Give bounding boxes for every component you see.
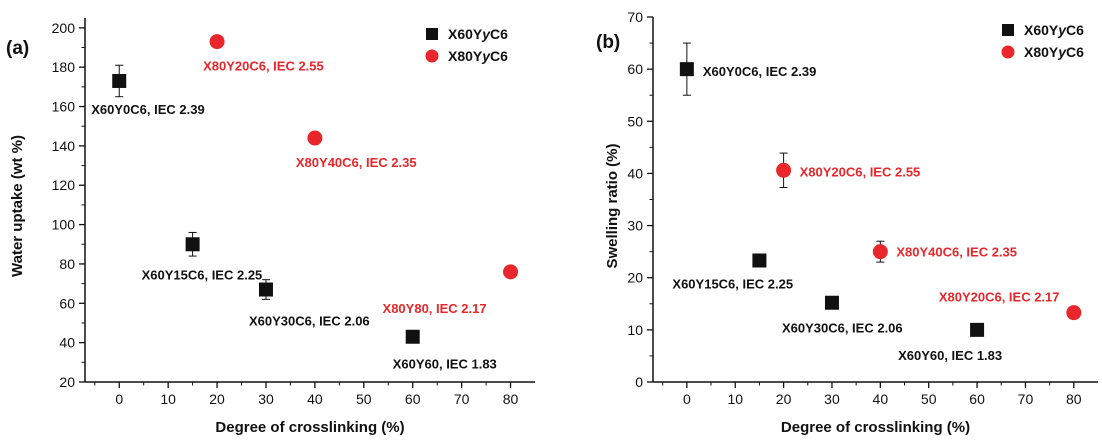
x-tick-label: 40 [307, 391, 323, 407]
point-annotation: X60Y0C6, IEC 2.39 [703, 64, 816, 79]
point-annotation: X60Y30C6, IEC 2.06 [249, 314, 370, 329]
y-tick-label: 20 [627, 270, 643, 286]
legend-marker-square [426, 28, 438, 40]
x-tick-label: 80 [503, 391, 519, 407]
panel-b: 0 10 20 30 40 50 60 70 80 0 10 20 30 40 50 60 70 Degree o… [596, 9, 1098, 436]
x-tick-label: 20 [776, 391, 792, 407]
legend-marker-circle [425, 49, 439, 63]
data-point-square [970, 322, 985, 337]
y-tick-label: 100 [52, 217, 76, 233]
point-annotation: X80Y80, IEC 2.17 [383, 301, 487, 316]
x-tick-label: 50 [356, 391, 372, 407]
y-tick-label: 30 [627, 218, 643, 234]
y-axis-title: Swelling ratio (%) [604, 143, 621, 268]
y-tick-label: 70 [627, 9, 643, 25]
legend-entry: X80YyC6 [1024, 44, 1084, 60]
data-point-square [752, 253, 767, 268]
y-tick-label: 0 [635, 374, 643, 390]
y-tick-label: 180 [52, 59, 76, 75]
y-tick-label: 10 [627, 322, 643, 338]
point-annotation: X60Y0C6, IEC 2.39 [91, 102, 204, 117]
y-tick-label: 140 [52, 138, 76, 154]
panel-label: (b) [596, 32, 620, 53]
data-point-circle [209, 34, 225, 50]
point-annotation: X80Y40C6, IEC 2.35 [296, 155, 417, 170]
data-point-circle [776, 162, 792, 178]
x-tick-label: 20 [209, 391, 225, 407]
x-axis-title: Degree of crosslinking (%) [781, 419, 970, 436]
legend-marker-square [1002, 24, 1014, 36]
y-tick-label: 20 [59, 374, 75, 390]
y-tick-label: 200 [52, 20, 76, 36]
data-point-square [679, 62, 694, 77]
point-annotation: X80Y40C6, IEC 2.35 [896, 245, 1017, 260]
data-point-square [258, 282, 273, 297]
point-annotation: X80Y20C6, IEC 2.55 [800, 164, 921, 179]
legend-entry: X60YyC6 [1024, 22, 1084, 38]
point-annotation: X60Y15C6, IEC 2.25 [672, 277, 793, 292]
y-tick-label: 60 [59, 295, 75, 311]
legend-marker-circle [1001, 45, 1015, 59]
panel-label: (a) [6, 38, 29, 59]
x-tick-label: 70 [1018, 391, 1034, 407]
legend-entry: X80YyC6 [448, 48, 508, 64]
x-tick-label: 60 [969, 391, 985, 407]
data-point-square [185, 237, 200, 252]
data-point-square [112, 73, 127, 88]
x-tick-label: 60 [405, 391, 421, 407]
data-point-circle [1066, 305, 1082, 321]
point-annotation: X80Y20C6, IEC 2.17 [939, 290, 1060, 305]
y-tick-label: 50 [627, 113, 643, 129]
data-point-circle [872, 244, 888, 260]
data-point-square [405, 329, 420, 344]
x-tick-label: 30 [258, 391, 274, 407]
point-annotation: X60Y15C6, IEC 2.25 [142, 267, 263, 282]
x-axis-title: Degree of crosslinking (%) [215, 419, 404, 436]
x-tick-label: 10 [727, 391, 743, 407]
y-axis-title: Water uptake (wt %) [9, 135, 26, 277]
y-tick-label: 120 [52, 177, 76, 193]
panel-a: 0 10 20 30 40 50 60 70 80 20 40 60 80 100 120 140 160 180… [6, 18, 535, 436]
x-tick-label: 0 [115, 391, 123, 407]
x-tick-label: 50 [921, 391, 937, 407]
point-annotation: X60Y30C6, IEC 2.06 [782, 321, 903, 336]
y-tick-label: 40 [627, 165, 643, 181]
x-tick-label: 70 [454, 391, 470, 407]
data-point-circle [503, 264, 519, 280]
y-tick-label: 40 [59, 335, 75, 351]
data-point-square [824, 295, 839, 310]
point-annotation: X60Y60, IEC 1.83 [898, 348, 1002, 363]
y-tick-label: 80 [59, 256, 75, 272]
legend-entry: X60YyC6 [448, 26, 508, 42]
point-annotation: X80Y20C6, IEC 2.55 [203, 59, 324, 74]
x-tick-label: 0 [683, 391, 691, 407]
x-tick-label: 30 [824, 391, 840, 407]
data-point-circle [307, 130, 323, 146]
x-tick-label: 80 [1066, 391, 1082, 407]
point-annotation: X60Y60, IEC 1.83 [393, 357, 497, 372]
y-tick-label: 60 [627, 61, 643, 77]
x-tick-label: 10 [160, 391, 176, 407]
x-tick-label: 40 [873, 391, 889, 407]
y-tick-label: 160 [52, 99, 76, 115]
